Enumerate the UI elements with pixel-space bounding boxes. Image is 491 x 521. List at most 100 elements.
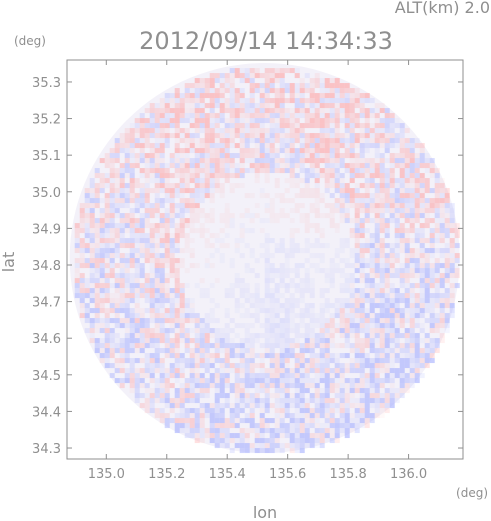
velocity-cell: [344, 283, 350, 289]
velocity-cell: [149, 373, 155, 379]
velocity-cell: [364, 248, 370, 254]
velocity-cell: [244, 313, 250, 319]
velocity-cell: [419, 228, 425, 234]
velocity-cell: [344, 203, 350, 209]
velocity-cell: [309, 88, 315, 94]
velocity-cell: [164, 178, 170, 184]
velocity-cell: [194, 193, 200, 199]
velocity-cell: [104, 213, 110, 219]
velocity-cell: [109, 363, 115, 369]
velocity-cell: [319, 338, 325, 344]
velocity-cell: [289, 148, 295, 154]
velocity-cell: [284, 188, 290, 194]
velocity-cell: [229, 118, 235, 124]
velocity-cell: [324, 368, 330, 374]
velocity-cell: [194, 343, 200, 349]
velocity-cell: [279, 68, 285, 74]
velocity-cell: [264, 138, 270, 144]
velocity-cell: [424, 153, 430, 159]
velocity-cell: [204, 318, 210, 324]
velocity-cell: [254, 298, 260, 304]
velocity-cell: [284, 248, 290, 254]
velocity-cell: [229, 448, 235, 454]
velocity-cell: [339, 428, 345, 434]
velocity-cell: [174, 123, 180, 129]
velocity-cell: [359, 293, 365, 299]
velocity-cell: [144, 383, 150, 389]
velocity-cell: [239, 143, 245, 149]
velocity-cell: [384, 368, 390, 374]
velocity-cell: [289, 68, 295, 74]
velocity-cell: [239, 388, 245, 394]
velocity-cell: [204, 88, 210, 94]
velocity-cell: [114, 338, 120, 344]
velocity-cell: [189, 358, 195, 364]
velocity-cell: [304, 108, 310, 114]
velocity-cell: [304, 388, 310, 394]
velocity-cell: [449, 288, 455, 294]
velocity-cell: [199, 363, 205, 369]
velocity-cell: [189, 103, 195, 109]
velocity-cell: [339, 208, 345, 214]
velocity-cell: [274, 418, 280, 424]
velocity-cell: [314, 213, 320, 219]
velocity-cell: [349, 278, 355, 284]
velocity-cell: [259, 358, 265, 364]
velocity-cell: [104, 293, 110, 299]
velocity-cell: [404, 168, 410, 174]
velocity-cell: [139, 318, 145, 324]
velocity-cell: [89, 233, 95, 239]
velocity-cell: [274, 323, 280, 329]
velocity-cell: [399, 363, 405, 369]
velocity-cell: [159, 318, 165, 324]
velocity-cell: [339, 383, 345, 389]
velocity-cell: [339, 393, 345, 399]
velocity-cell: [194, 183, 200, 189]
velocity-cell: [269, 333, 275, 339]
velocity-cell: [359, 148, 365, 154]
velocity-cell: [194, 108, 200, 114]
velocity-cell: [359, 138, 365, 144]
velocity-cell: [94, 303, 100, 309]
velocity-cell: [209, 253, 215, 259]
velocity-cell: [389, 178, 395, 184]
velocity-cell: [234, 73, 240, 79]
velocity-cell: [334, 153, 340, 159]
velocity-cell: [309, 353, 315, 359]
velocity-cell: [264, 293, 270, 299]
velocity-cell: [319, 353, 325, 359]
velocity-cell: [304, 98, 310, 104]
velocity-cell: [134, 283, 140, 289]
velocity-cell: [184, 303, 190, 309]
velocity-cell: [384, 263, 390, 269]
velocity-cell: [354, 113, 360, 119]
velocity-cell: [129, 388, 135, 394]
velocity-cell: [209, 178, 215, 184]
velocity-cell: [199, 233, 205, 239]
velocity-cell: [89, 218, 95, 224]
velocity-cell: [304, 308, 310, 314]
velocity-cell: [284, 198, 290, 204]
velocity-cell: [224, 178, 230, 184]
velocity-cell: [424, 363, 430, 369]
velocity-cell: [109, 193, 115, 199]
velocity-cell: [294, 353, 300, 359]
velocity-cell: [379, 168, 385, 174]
velocity-cell: [274, 428, 280, 434]
velocity-cell: [344, 153, 350, 159]
velocity-cell: [409, 153, 415, 159]
velocity-cell: [189, 193, 195, 199]
velocity-cell: [174, 268, 180, 274]
velocity-cell: [104, 163, 110, 169]
velocity-cell: [284, 388, 290, 394]
velocity-cell: [364, 333, 370, 339]
velocity-cell: [274, 378, 280, 384]
velocity-cell: [209, 213, 215, 219]
velocity-cell: [94, 253, 100, 259]
velocity-cell: [409, 223, 415, 229]
velocity-cell: [169, 298, 175, 304]
velocity-cell: [104, 353, 110, 359]
velocity-cell: [359, 388, 365, 394]
velocity-cell: [129, 358, 135, 364]
velocity-cell: [239, 128, 245, 134]
